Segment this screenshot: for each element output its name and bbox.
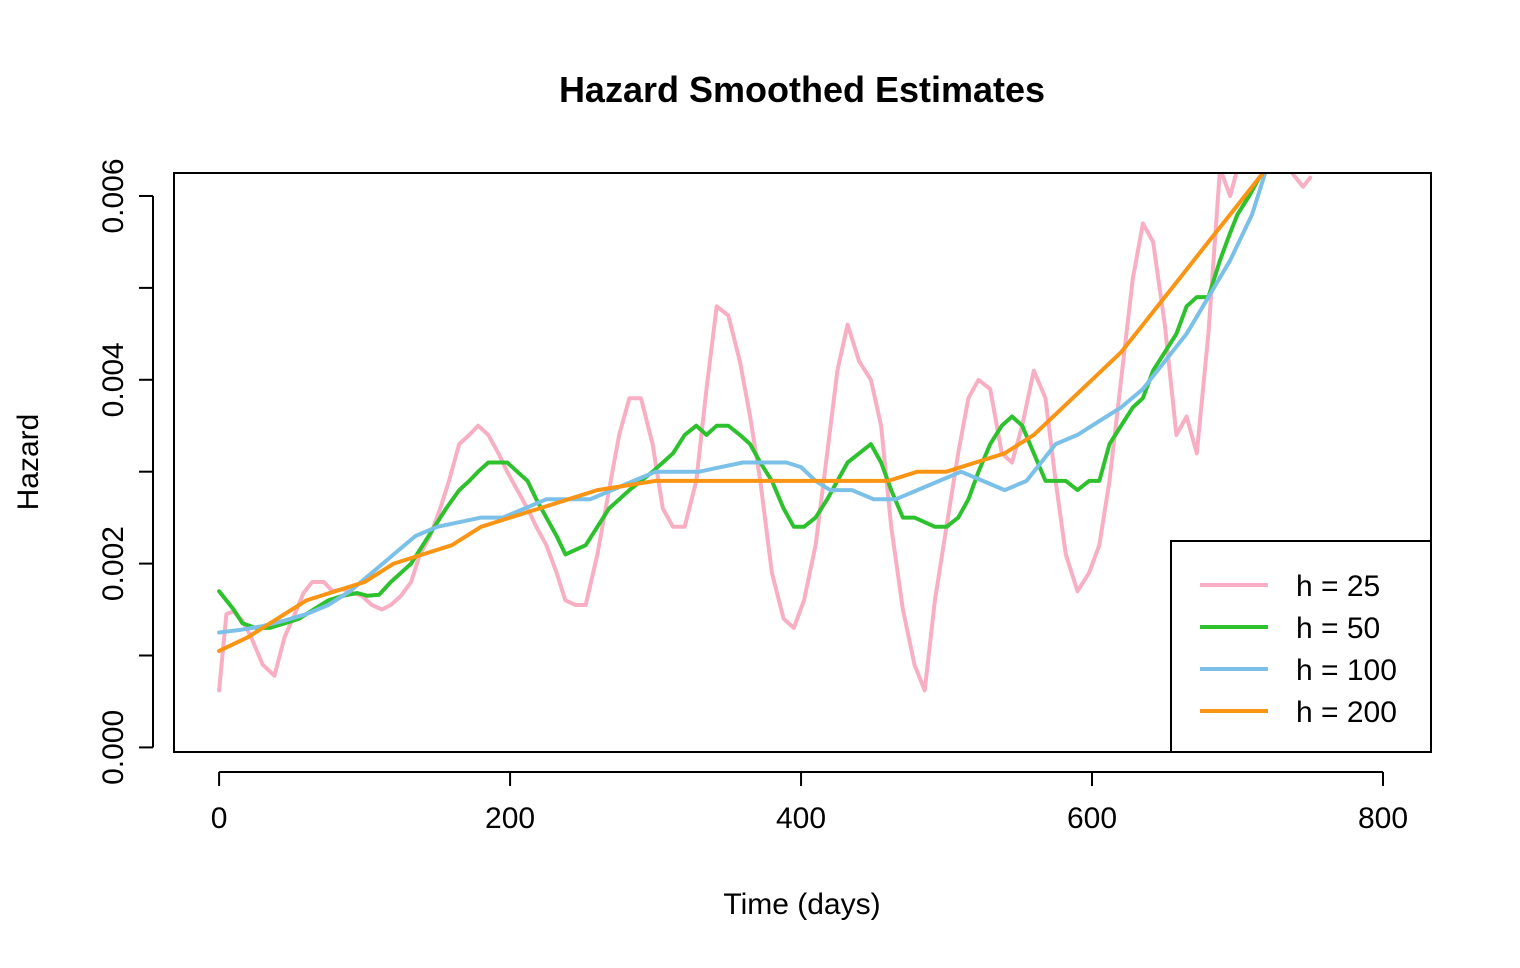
x-tick-label: 800: [1358, 802, 1408, 835]
x-axis: 0 200 400 600 800: [211, 771, 1408, 835]
x-axis-label: Time (days): [723, 888, 880, 921]
y-axis: 0.000 0.002 0.004 0.006: [97, 158, 154, 785]
series-line-3: [217, 173, 1268, 635]
y-tick-label: 0.006: [97, 158, 130, 233]
y-axis-label: Hazard: [12, 414, 45, 511]
x-tick-label: 600: [1067, 802, 1117, 835]
x-tick-label: 400: [776, 802, 826, 835]
series-line-2: [217, 173, 1268, 630]
x-tick-label: 200: [485, 802, 535, 835]
y-tick-label: 0.000: [97, 710, 130, 785]
y-tick-label: 0.002: [97, 526, 130, 601]
series-layer: [217, 173, 1313, 693]
y-tick-label: 0.004: [97, 342, 130, 417]
chart-title: Hazard Smoothed Estimates: [559, 69, 1045, 110]
legend-label-1: h = 25: [1296, 570, 1380, 603]
series-line-1: [217, 173, 1313, 693]
plot-frame: [173, 172, 1432, 753]
legend-label-3: h = 100: [1296, 654, 1397, 687]
legend: h = 25 h = 50 h = 100 h = 200: [1170, 540, 1432, 753]
series-line-4: [217, 173, 1266, 653]
x-tick-label: 0: [211, 802, 228, 835]
legend-label-4: h = 200: [1296, 696, 1397, 729]
legend-box: [1170, 540, 1432, 753]
legend-label-2: h = 50: [1296, 612, 1380, 645]
